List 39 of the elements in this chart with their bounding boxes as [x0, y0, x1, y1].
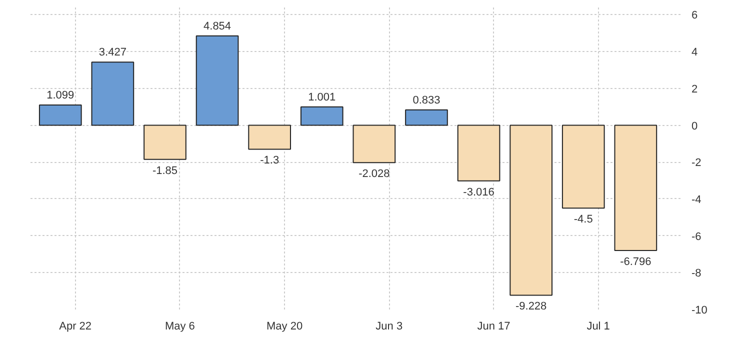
x-tick-label: Jun 3 — [376, 320, 403, 332]
y-tick-label: 6 — [692, 10, 698, 22]
y-tick-label: 2 — [692, 83, 698, 96]
bar — [614, 124, 658, 251]
y-tick-label: 0 — [692, 120, 698, 132]
bar — [196, 35, 239, 126]
y-tick-label: 4 — [692, 46, 698, 59]
y-tick-label: -6 — [692, 230, 702, 243]
data-label: -2.028 — [358, 168, 390, 180]
x-tick-label: Jul 1 — [586, 320, 610, 332]
data-label: -1.85 — [152, 164, 178, 177]
data-label: 4.854 — [204, 20, 232, 32]
y-tick-label: -2 — [692, 157, 702, 170]
y-tick-label: -8 — [692, 268, 702, 280]
data-label: 1.001 — [308, 91, 336, 104]
bar — [510, 124, 552, 296]
data-label: -1.3 — [260, 154, 280, 167]
data-label: 3.427 — [98, 46, 126, 59]
data-label: 1.099 — [46, 90, 74, 102]
bar — [144, 124, 186, 160]
bar — [248, 124, 291, 150]
y-tick-label: -4 — [692, 194, 702, 206]
x-tick-label: May 20 — [266, 320, 303, 332]
bar — [562, 124, 605, 209]
x-tick-label: Apr 22 — [59, 320, 92, 332]
bar — [405, 109, 448, 126]
y-tick-label: -10 — [692, 304, 708, 316]
bar — [457, 124, 500, 182]
data-label: -9.228 — [515, 300, 547, 313]
bar — [38, 104, 82, 126]
bar — [91, 62, 134, 126]
data-label: 0.833 — [412, 94, 440, 106]
data-label: -4.5 — [574, 214, 593, 226]
data-label: -3.016 — [463, 186, 494, 198]
x-tick-label: Jun 17 — [477, 320, 510, 332]
bar — [352, 124, 396, 164]
bar — [300, 106, 344, 126]
data-label: -6.796 — [620, 256, 652, 268]
x-tick-label: May 6 — [164, 320, 195, 332]
